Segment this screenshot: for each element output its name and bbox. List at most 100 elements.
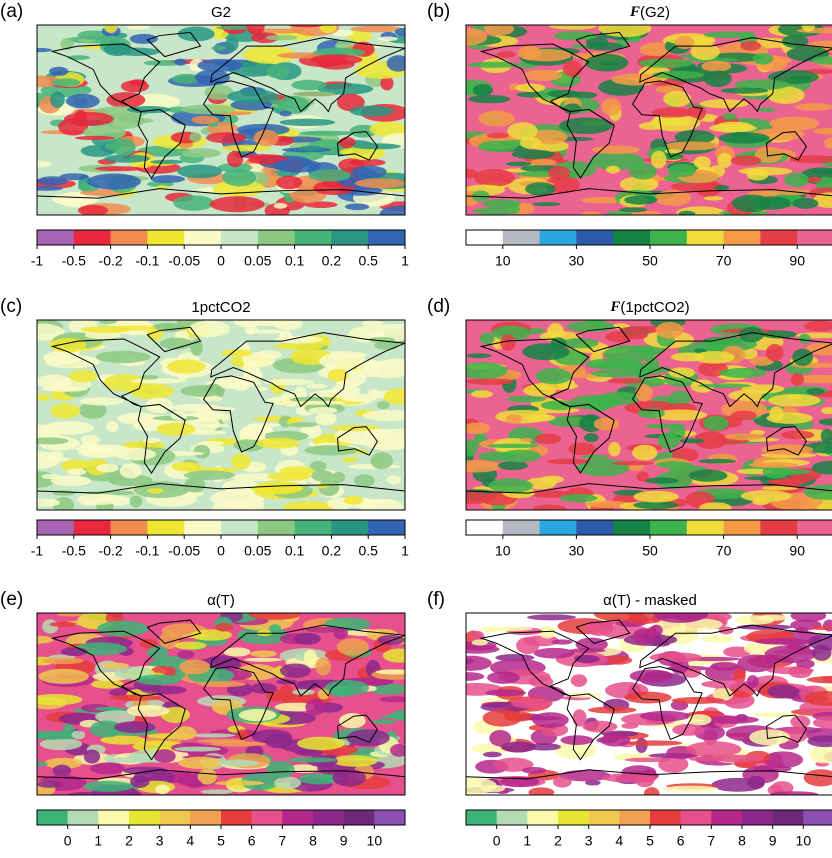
- colorbar-swatch: [147, 230, 184, 245]
- map-blob: [225, 37, 238, 52]
- map-blob: [29, 762, 48, 767]
- map-blob: [167, 359, 205, 373]
- map-blob: [511, 698, 553, 708]
- map-blob: [598, 19, 651, 37]
- map-blob: [650, 625, 663, 637]
- colorbar-swatch: [619, 810, 650, 825]
- map-blob: [83, 781, 132, 792]
- map-blob: [266, 64, 289, 78]
- map-blob: [768, 394, 820, 407]
- colorbar-swatch: [37, 230, 74, 245]
- map-blob: [347, 729, 390, 746]
- map-blob: [525, 182, 556, 195]
- map-blob: [274, 203, 288, 209]
- map-blob: [310, 54, 362, 64]
- map-blob: [104, 155, 150, 163]
- map-blob: [50, 404, 80, 419]
- map-blob: [76, 494, 122, 505]
- colorbar-swatch: [527, 810, 558, 825]
- map-blob: [473, 84, 493, 96]
- map-blob: [790, 76, 811, 80]
- map-blob: [294, 633, 321, 645]
- map-blob: [182, 148, 221, 158]
- colorbar-swatch: [160, 810, 191, 825]
- map-blob: [354, 474, 375, 487]
- map-blob: [147, 488, 164, 494]
- map-blob: [104, 19, 118, 33]
- map-blob: [532, 712, 569, 728]
- colorbar-tick-label: 4: [186, 833, 194, 849]
- map-blob: [518, 46, 542, 60]
- map-blob: [257, 350, 282, 359]
- panel-label: (c): [0, 296, 22, 317]
- map-blob: [566, 692, 601, 697]
- map-blob: [304, 445, 358, 455]
- colorbar-tick-label: 0.1: [285, 543, 305, 559]
- map-blob: [364, 360, 414, 378]
- map-blob: [191, 116, 218, 124]
- map-blob: [582, 721, 617, 733]
- map-blob: [636, 471, 648, 481]
- colorbar-swatch: [803, 810, 832, 825]
- map-blob: [276, 176, 302, 190]
- map-blob: [766, 344, 784, 361]
- colorbar-swatch: [258, 520, 295, 535]
- map-blob: [75, 136, 115, 140]
- map-blob: [612, 461, 654, 465]
- map-blob: [171, 726, 196, 740]
- map-blob: [506, 204, 520, 214]
- map-blob: [68, 55, 90, 60]
- map-blob: [500, 334, 516, 350]
- map-blob: [245, 324, 258, 335]
- colorbar-swatch: [184, 230, 221, 245]
- map-blob: [644, 477, 678, 483]
- map-blob: [52, 490, 75, 495]
- map-blob: [249, 609, 301, 619]
- map-blob: [535, 434, 562, 444]
- map-blob: [626, 332, 648, 340]
- colorbar-swatch: [374, 810, 405, 825]
- map-blob: [507, 396, 546, 403]
- map-blob: [293, 401, 346, 405]
- map-blob: [227, 90, 279, 104]
- map-blob: [536, 368, 572, 384]
- map-blob: [737, 654, 774, 672]
- map-blob: [714, 755, 765, 763]
- map-blob: [812, 645, 831, 661]
- map-blob: [515, 84, 545, 92]
- map-blob: [206, 132, 246, 143]
- map-blob: [130, 495, 143, 507]
- map-blob: [527, 614, 576, 620]
- map-blob: [106, 421, 118, 433]
- map-blob: [45, 355, 99, 368]
- map-blob: [274, 777, 301, 790]
- panel-label: (e): [0, 589, 23, 610]
- map-blob: [380, 206, 420, 222]
- map-blob: [601, 98, 621, 115]
- map-blob: [769, 406, 783, 421]
- map-blob: [694, 351, 735, 364]
- map-blob: [644, 787, 660, 800]
- map-blob: [81, 326, 131, 333]
- map-blob: [150, 160, 184, 164]
- map-blob: [478, 141, 517, 152]
- map-blob: [69, 370, 97, 382]
- panel-title: F(G2): [629, 4, 670, 21]
- map-blob: [498, 461, 528, 470]
- colorbar-swatch: [503, 520, 540, 535]
- map-blob: [344, 496, 363, 505]
- colorbar-tick-label: -1: [31, 253, 44, 269]
- colorbar-swatch: [147, 520, 184, 535]
- map-blob: [711, 662, 739, 671]
- map-blob: [639, 59, 693, 68]
- map-blob: [702, 635, 734, 642]
- map-blob: [18, 731, 73, 737]
- map-blob: [769, 117, 819, 131]
- map-blob: [699, 502, 731, 513]
- map-blob: [218, 760, 259, 767]
- map-blob: [387, 475, 402, 484]
- colorbar-swatch: [650, 230, 687, 245]
- panel-label: (a): [0, 1, 23, 22]
- map-blob: [265, 733, 293, 748]
- map-blob: [663, 786, 718, 792]
